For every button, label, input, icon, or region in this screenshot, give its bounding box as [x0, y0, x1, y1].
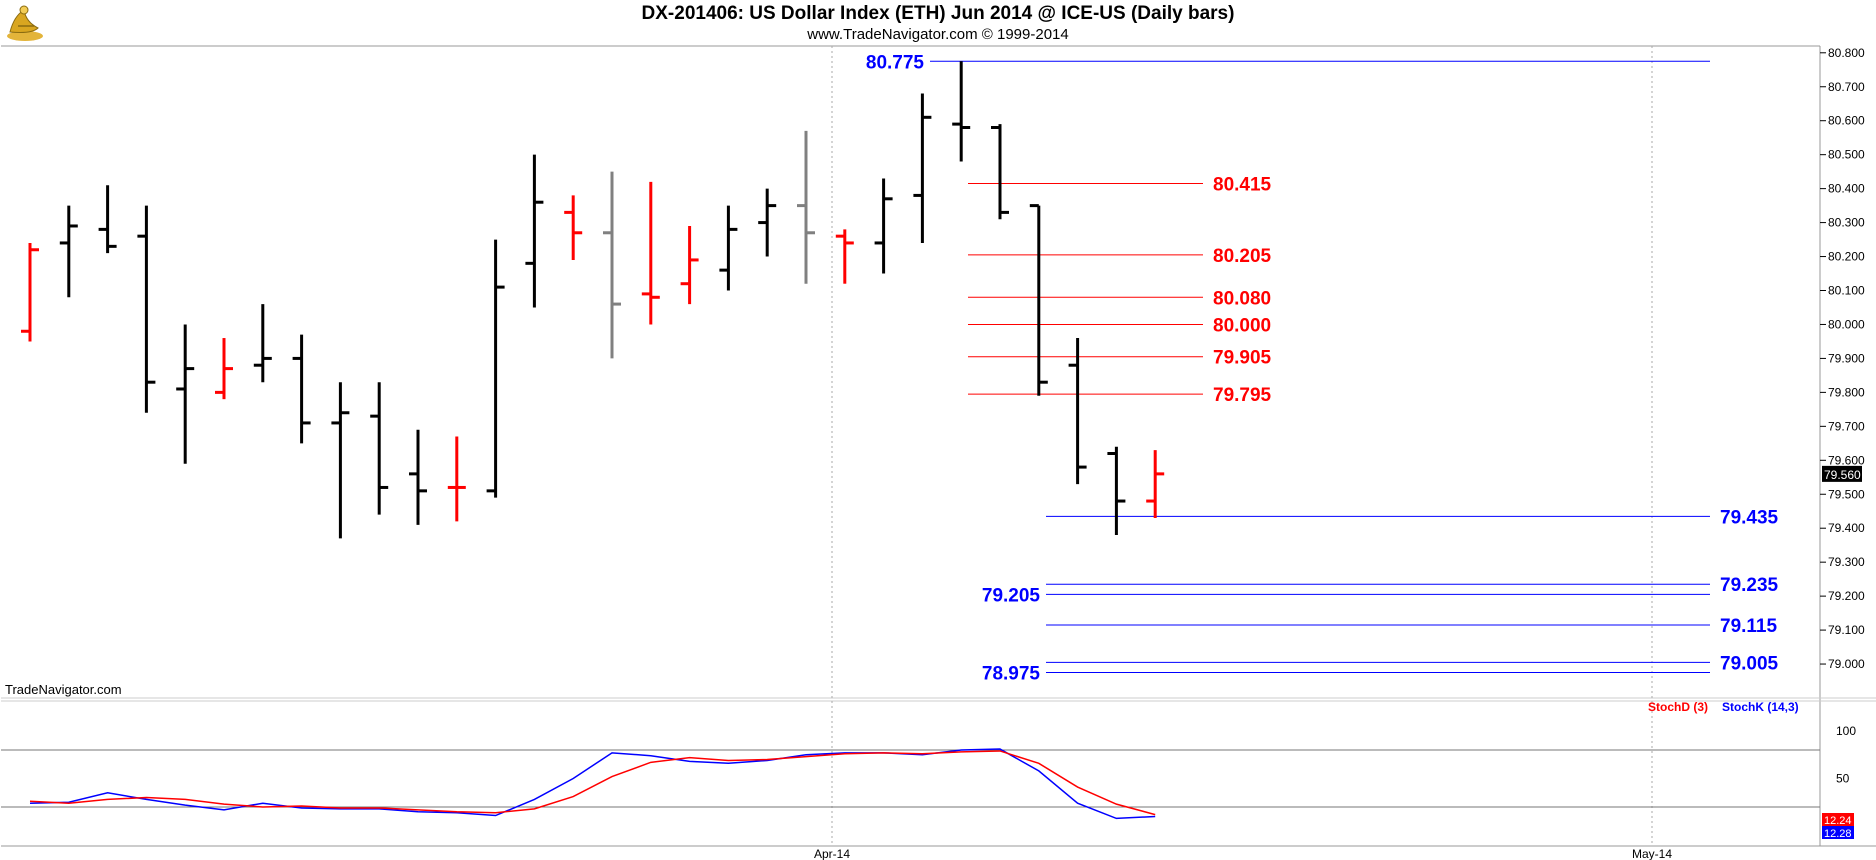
price-tick-label: 80.800 — [1828, 46, 1865, 60]
stoch-d-legend: StochD (3) — [1648, 700, 1708, 714]
stoch-d-readout-box — [1822, 813, 1854, 826]
stoch-d-readout: 12.24 — [1824, 815, 1852, 827]
price-tick-label: 79.400 — [1828, 521, 1865, 535]
ohlc-bars — [21, 61, 1165, 539]
price-level-label: 80.205 — [1213, 246, 1272, 267]
chart-title: DX-201406: US Dollar Index (ETH) Jun 201… — [641, 3, 1235, 24]
trade-navigator-logo-icon — [7, 5, 43, 41]
price-level-label: 80.775 — [866, 52, 925, 73]
chart-grid — [831, 46, 1653, 846]
price-tick-label: 79.600 — [1828, 453, 1865, 467]
price-tick-label: 79.200 — [1828, 589, 1865, 603]
price-level-label: 79.905 — [1213, 348, 1272, 369]
price-levels: 80.775 80.415 80.205 80.080 80.000 79.905 79.7… — [866, 52, 1779, 684]
price-tick-label: 79.700 — [1828, 419, 1865, 433]
price-tick-label: 79.100 — [1828, 623, 1865, 637]
date-axis: Apr-14 May-14 — [814, 847, 1672, 860]
price-tick-label: 80.200 — [1828, 250, 1865, 264]
price-level-label: 79.115 — [1720, 616, 1777, 637]
price-level-label: 79.795 — [1213, 385, 1272, 406]
price-level-label: 80.080 — [1213, 288, 1271, 309]
price-tick-label: 80.000 — [1828, 317, 1865, 331]
price-level-label: 79.205 — [982, 585, 1041, 606]
chart-frame — [1, 45, 1876, 847]
price-level-label: 78.975 — [982, 664, 1041, 685]
stoch-series-line-d — [29, 750, 1156, 816]
stoch-k-legend: StochK (14,3) — [1722, 700, 1799, 714]
price-tick-label: 80.100 — [1828, 284, 1865, 298]
price-tick-label: 80.300 — [1828, 216, 1865, 230]
stoch-k-readout-box — [1822, 826, 1854, 839]
price-tick-label: 79.500 — [1828, 487, 1865, 501]
stoch-tick-label: 100 — [1836, 724, 1856, 738]
price-tick-label: 79.900 — [1828, 351, 1865, 365]
stoch-series-line-k — [29, 748, 1156, 820]
price-tick-label: 79.800 — [1828, 385, 1865, 399]
price-level-label: 80.415 — [1213, 175, 1272, 196]
last-price-label: 79.560 — [1824, 468, 1861, 482]
price-tick-label: 80.500 — [1828, 148, 1865, 162]
price-level-label: 79.005 — [1720, 653, 1779, 674]
price-axis: 80.800 80.700 80.600 80.500 80.400 80.300 80.2… — [1820, 46, 1865, 671]
price-tick-label: 79.300 — [1828, 555, 1865, 569]
date-axis-label: May-14 — [1632, 847, 1672, 860]
price-level-label: 79.235 — [1720, 575, 1779, 596]
chart-subtitle: www.TradeNavigator.com © 1999-2014 — [807, 26, 1069, 43]
price-tick-label: 80.600 — [1828, 114, 1865, 128]
chart-header: DX-201406: US Dollar Index (ETH) Jun 201… — [0, 0, 1876, 46]
date-axis-label: Apr-14 — [814, 847, 850, 860]
stoch-tick-label: 50 — [1836, 772, 1850, 786]
last-price-box — [1822, 465, 1862, 482]
price-tick-label: 80.400 — [1828, 182, 1865, 196]
price-level-label: 80.000 — [1213, 315, 1271, 336]
price-tick-label: 79.000 — [1828, 657, 1865, 671]
stoch-k-readout: 12.28 — [1824, 828, 1852, 840]
watermark-text: TradeNavigator.com — [5, 682, 122, 697]
price-level-label: 79.435 — [1720, 507, 1779, 528]
price-tick-label: 80.700 — [1828, 80, 1865, 94]
